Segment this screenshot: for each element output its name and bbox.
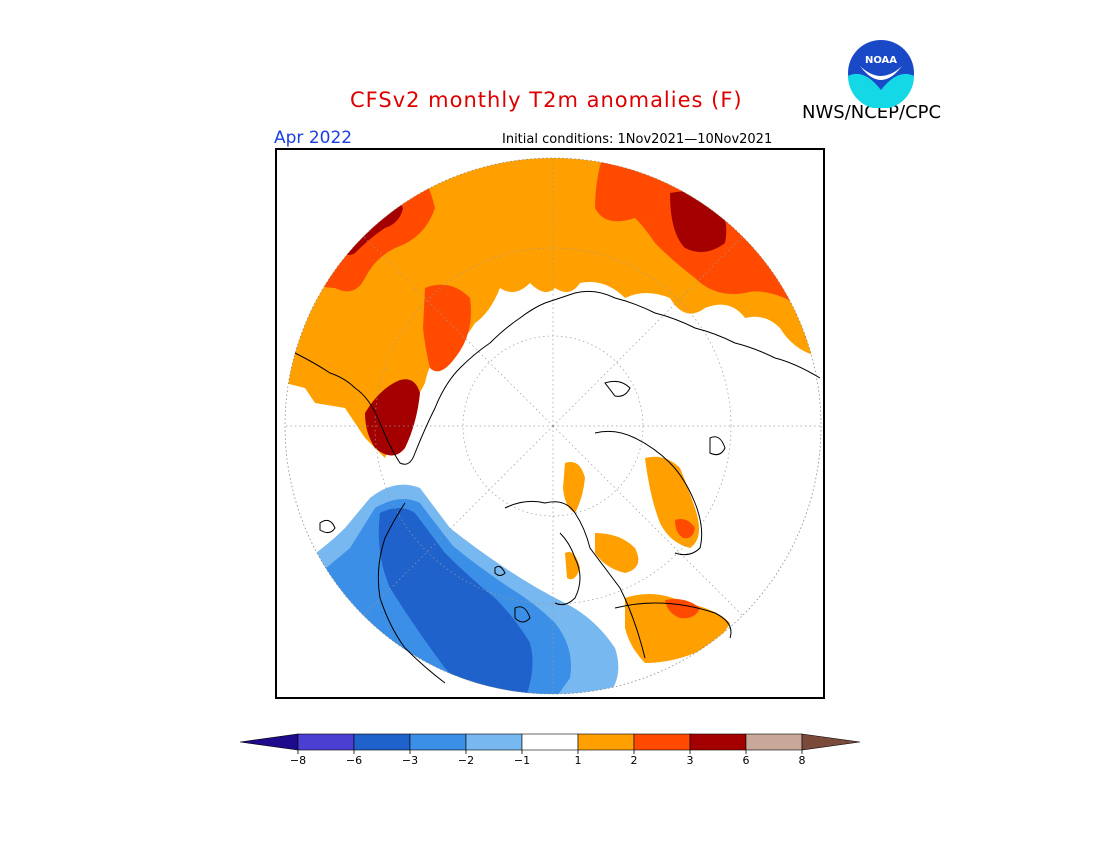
anomaly-colorbar: −8 −6 −3 −2 −1 1 2 3 6 8 bbox=[240, 733, 861, 767]
noaa-logo: NOAA bbox=[848, 40, 914, 108]
colorbar-box-m1-to-1 bbox=[521, 733, 579, 751]
warm-anomaly-red-alaska bbox=[423, 284, 471, 372]
colorbar-box-p6-to-p8 bbox=[745, 733, 803, 751]
colorbar-below-min-arrow bbox=[240, 733, 299, 751]
colorbar-tick-label: 3 bbox=[687, 754, 694, 767]
colorbar-tick-label: 6 bbox=[743, 754, 750, 767]
warm-anomaly-greenland-south bbox=[625, 594, 730, 663]
map-title: CFSv2 monthly T2m anomalies (F) bbox=[350, 88, 743, 112]
warm-anomaly-darkred-alaska bbox=[365, 379, 420, 456]
agency-label: NWS/NCEP/CPC bbox=[802, 102, 942, 123]
svg-text:NOAA: NOAA bbox=[865, 55, 897, 66]
colorbar-box-p3-to-p6 bbox=[689, 733, 747, 751]
warm-anomaly-red-spot bbox=[675, 519, 695, 539]
cold-anomaly-strong bbox=[378, 508, 533, 694]
valid-month-label: Apr 2022 bbox=[274, 128, 353, 148]
colorbar-box-p2-to-p3 bbox=[633, 733, 691, 751]
colorbar-tick-label: −1 bbox=[514, 754, 530, 767]
colorbar-box-m2-to-m1 bbox=[465, 733, 523, 751]
colorbar-tick-label: −3 bbox=[402, 754, 418, 767]
colorbar-tick-label: 2 bbox=[631, 754, 638, 767]
initial-conditions-label: Initial conditions: 1Nov2021—10Nov2021 bbox=[502, 132, 773, 147]
colorbar-tick-label: −2 bbox=[458, 754, 474, 767]
warm-anomaly-hudson bbox=[565, 552, 580, 580]
colorbar-box-m3-to-m2 bbox=[409, 733, 467, 751]
colorbar-above-max-arrow bbox=[801, 733, 861, 751]
coastlines bbox=[294, 290, 821, 684]
colorbar-tick-label: 8 bbox=[799, 754, 806, 767]
warm-anomaly-canada-2 bbox=[563, 462, 585, 513]
colorbar-tick-label: −6 bbox=[346, 754, 362, 767]
colorbar-box-m8-to-m6 bbox=[297, 733, 355, 751]
warm-anomaly-canada-3 bbox=[595, 533, 639, 573]
colorbar-box-m6-to-m3 bbox=[353, 733, 411, 751]
polar-map bbox=[275, 148, 825, 699]
colorbar-box-p1-to-p2 bbox=[577, 733, 635, 751]
colorbar-tick-label: −8 bbox=[290, 754, 306, 767]
colorbar-tick-label: 1 bbox=[575, 754, 582, 767]
